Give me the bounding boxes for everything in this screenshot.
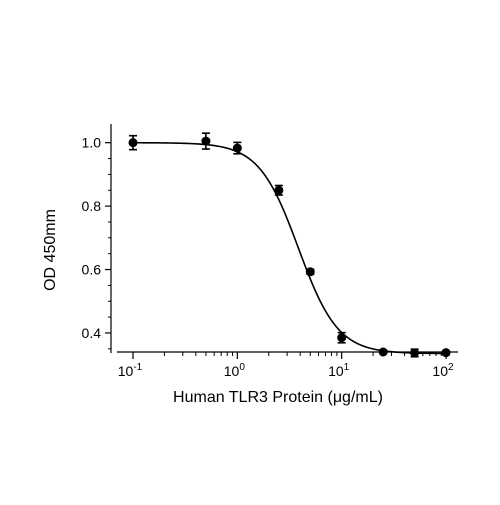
x-tick-label: 100 (224, 362, 246, 379)
data-marker (305, 267, 315, 277)
data-point (410, 348, 420, 358)
data-marker (410, 348, 420, 358)
data-point (337, 331, 347, 344)
x-tick-label: 102 (432, 362, 454, 379)
data-marker (337, 333, 347, 343)
data-point (441, 348, 451, 358)
data-point (201, 132, 211, 150)
y-tick-label: 1.0 (82, 135, 102, 151)
data-marker (441, 348, 451, 358)
x-axis-title: Human TLR3 Protein (μg/mL) (173, 389, 383, 406)
x-tick-label: 10-1 (118, 362, 143, 379)
fit-curve-layer (132, 141, 447, 355)
data-point (305, 267, 315, 277)
y-tick-label: 0.8 (82, 198, 102, 214)
axes: 0.4 0.6 0.8 1.0 10-1 100 101 102 (82, 124, 458, 379)
y-axis-title: OD 450mm (42, 209, 59, 291)
data-marker (128, 138, 138, 148)
data-point (128, 134, 138, 151)
y-tick-label: 0.4 (82, 325, 102, 341)
data-marker (201, 136, 211, 146)
data-point (378, 347, 388, 357)
x-tick-label: 101 (328, 362, 350, 379)
fit-curve (132, 141, 447, 355)
data-point (232, 141, 242, 155)
data-marker (378, 347, 388, 357)
data-marker (274, 185, 284, 195)
data-point (274, 184, 284, 196)
data-points-layer (128, 132, 451, 358)
data-marker (232, 143, 242, 153)
y-tick-label: 0.6 (82, 262, 102, 278)
